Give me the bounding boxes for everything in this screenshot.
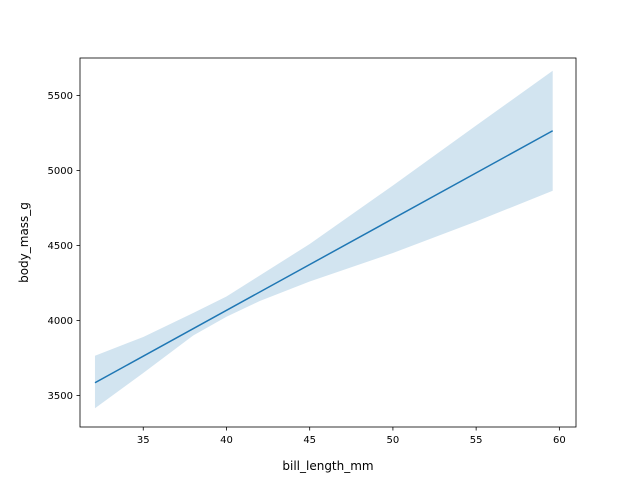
regression-line-layer xyxy=(94,130,554,384)
plot-frame xyxy=(79,57,577,428)
x-tick-label: 45 xyxy=(303,435,316,446)
x-tick-label: 40 xyxy=(220,435,233,446)
y-axis-label: body_mass_g xyxy=(17,202,31,283)
x-axis-ticks: 35 40 45 50 55 60 xyxy=(137,427,566,446)
x-tick-label: 50 xyxy=(387,435,400,446)
x-tick-label: 60 xyxy=(553,435,566,446)
x-tick-label: 55 xyxy=(470,435,483,446)
y-tick-label: 5000 xyxy=(48,166,73,177)
confidence-band xyxy=(94,70,553,409)
y-axis-ticks: 3500 4000 4500 5000 5500 xyxy=(48,91,80,402)
confidence-band-layer xyxy=(94,70,553,409)
y-tick-label: 4000 xyxy=(48,316,73,327)
y-tick-label: 4500 xyxy=(48,241,73,252)
y-tick-label: 5500 xyxy=(48,91,73,102)
y-tick-label: 3500 xyxy=(48,391,73,402)
regression-line xyxy=(94,130,554,384)
x-tick-label: 35 xyxy=(137,435,150,446)
x-axis-label: bill_length_mm xyxy=(282,459,373,473)
